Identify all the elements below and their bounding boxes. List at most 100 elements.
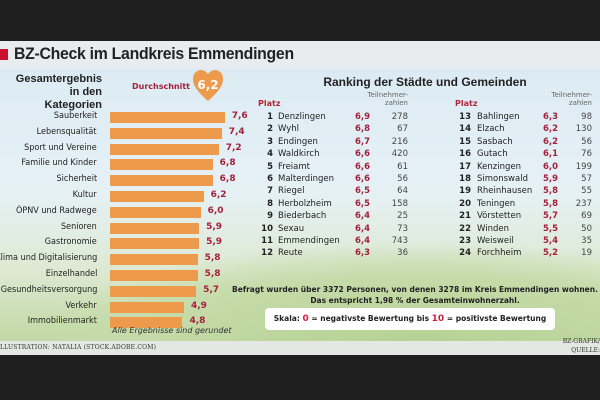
category-label: Senioren — [61, 221, 97, 232]
participant-count: 130 — [575, 124, 592, 135]
town-score: 6,7 — [355, 136, 371, 147]
town-name: Freiamt — [278, 161, 310, 172]
rank-number: 16 — [459, 149, 471, 160]
town-name: Bahlingen — [477, 112, 520, 122]
participant-count: 278 — [391, 112, 408, 122]
participant-count: 158 — [391, 198, 408, 209]
category-label: Sport und Vereine — [24, 142, 97, 153]
bar — [110, 127, 222, 139]
survey-note: Befragt wurden über 3372 Personen, von d… — [230, 284, 600, 306]
rank-number: 14 — [459, 124, 471, 135]
town-score: 6,6 — [355, 174, 371, 184]
town-name: Kenzingen — [477, 161, 521, 172]
participant-count: 73 — [397, 223, 408, 234]
bar — [110, 206, 201, 218]
category-label: Immobilienmarkt — [27, 316, 97, 327]
participant-count: 67 — [397, 124, 408, 135]
town-score: 5,8 — [543, 186, 559, 197]
category-label: Verkehr — [65, 300, 97, 311]
title-marker — [0, 49, 8, 60]
bar-value-label: 5,7 — [203, 284, 220, 295]
background-hills — [0, 241, 600, 355]
bar — [110, 317, 183, 329]
category-label: Gastronomie — [45, 237, 97, 248]
rank-number: 24 — [459, 248, 471, 259]
platz-header-left: Platz — [258, 99, 281, 108]
platz-header-right: Platz — [455, 99, 478, 108]
category-label: Kultur — [73, 190, 97, 200]
town-name: Reute — [278, 248, 303, 259]
rank-number: 7 — [267, 186, 273, 197]
infographic: BZ-Check im Landkreis Emmendingen Gesamt… — [0, 41, 600, 355]
bar — [110, 191, 204, 202]
rank-number: 9 — [267, 211, 273, 222]
bar-value-label: 5,8 — [204, 253, 221, 264]
bar — [110, 159, 213, 171]
survey-note-line: Das entspricht 1,98 % der Gesamteinwohne… — [310, 296, 520, 305]
town-score: 5,5 — [543, 223, 559, 234]
source-line: QUELLE: — [571, 347, 600, 354]
bar — [110, 285, 197, 297]
participant-count: 61 — [397, 161, 408, 172]
category-label: Klima und Digitalisierung — [0, 253, 97, 264]
town-name: Elzach — [477, 124, 505, 135]
chart-title-line-1: Gesamtergebnis — [15, 73, 102, 85]
category-label: Lebensqualität — [37, 126, 97, 137]
town-name: Emmendingen — [278, 236, 340, 246]
ranking-title: Ranking der Städte und Gemeinden — [323, 75, 527, 89]
town-name: Endingen — [278, 136, 318, 147]
town-score: 6,4 — [355, 223, 371, 234]
bar — [110, 301, 184, 313]
participant-count: 57 — [581, 174, 592, 184]
bar-value-label: 4,9 — [190, 300, 207, 311]
rank-number: 11 — [261, 236, 273, 246]
rank-number: 5 — [267, 161, 273, 172]
participant-count: 237 — [575, 198, 592, 209]
bar-value-label: 6,2 — [210, 190, 227, 200]
participant-count: 19 — [581, 248, 592, 259]
category-label: Sauberkeit — [53, 111, 97, 121]
participant-count: 25 — [397, 211, 408, 222]
category-label: ÖPNV und Radwege — [16, 205, 97, 216]
participants-header-line: zahlen — [384, 99, 408, 107]
rank-number: 1 — [267, 112, 273, 122]
bar — [110, 270, 198, 281]
participants-header-line: Teilnehmer- — [367, 91, 408, 99]
scale-min-text: = negativste Bewertung bis — [308, 314, 432, 323]
participants-header-line: Teilnehmer- — [551, 91, 592, 99]
town-score: 6,2 — [543, 124, 559, 135]
participants-header-left: Teilnehmer-zahlen — [348, 91, 408, 107]
chart-title-line-2: in den Kategorien — [44, 86, 102, 111]
participant-count: 216 — [391, 136, 408, 147]
footer-strip — [0, 341, 600, 355]
participant-count: 743 — [391, 236, 408, 246]
bar — [110, 254, 198, 266]
rank-number: 23 — [459, 236, 471, 246]
participants-header-line: zahlen — [568, 99, 592, 107]
rank-number: 8 — [267, 198, 273, 209]
town-score: 6,3 — [355, 248, 371, 259]
rank-number: 21 — [459, 211, 471, 222]
town-name: Riegel — [278, 186, 305, 197]
illustration-credit: LLUSTRATION: NATALIA (STOCK.ADOBE.COM) — [0, 344, 157, 351]
town-name: Forchheim — [477, 248, 522, 259]
town-name: Vörstetten — [477, 211, 522, 222]
town-score: 5,8 — [543, 198, 559, 209]
rank-number: 4 — [267, 149, 273, 160]
scale-legend: Skala: 0 = negativste Bewertung bis 10 =… — [265, 308, 555, 330]
category-label: Gesundheitsversorgung — [0, 284, 97, 295]
town-score: 6,8 — [355, 124, 371, 135]
rank-number: 22 — [459, 223, 471, 234]
participant-count: 35 — [581, 236, 592, 246]
participant-count: 50 — [581, 223, 592, 234]
source-line: BZ-GRAFIK/ — [562, 338, 600, 345]
participant-count: 36 — [397, 248, 408, 259]
scale-max-text: = positivste Bewertung — [444, 314, 547, 323]
town-name: Sasbach — [477, 136, 513, 147]
bar-value-label: 4,8 — [189, 316, 206, 327]
participant-count: 98 — [581, 112, 592, 122]
town-name: Winden — [477, 223, 509, 234]
source-credit: BZ-GRAFIK/QUELLE: — [563, 337, 600, 355]
town-name: Waldkirch — [278, 149, 320, 160]
town-score: 6,5 — [355, 186, 371, 197]
